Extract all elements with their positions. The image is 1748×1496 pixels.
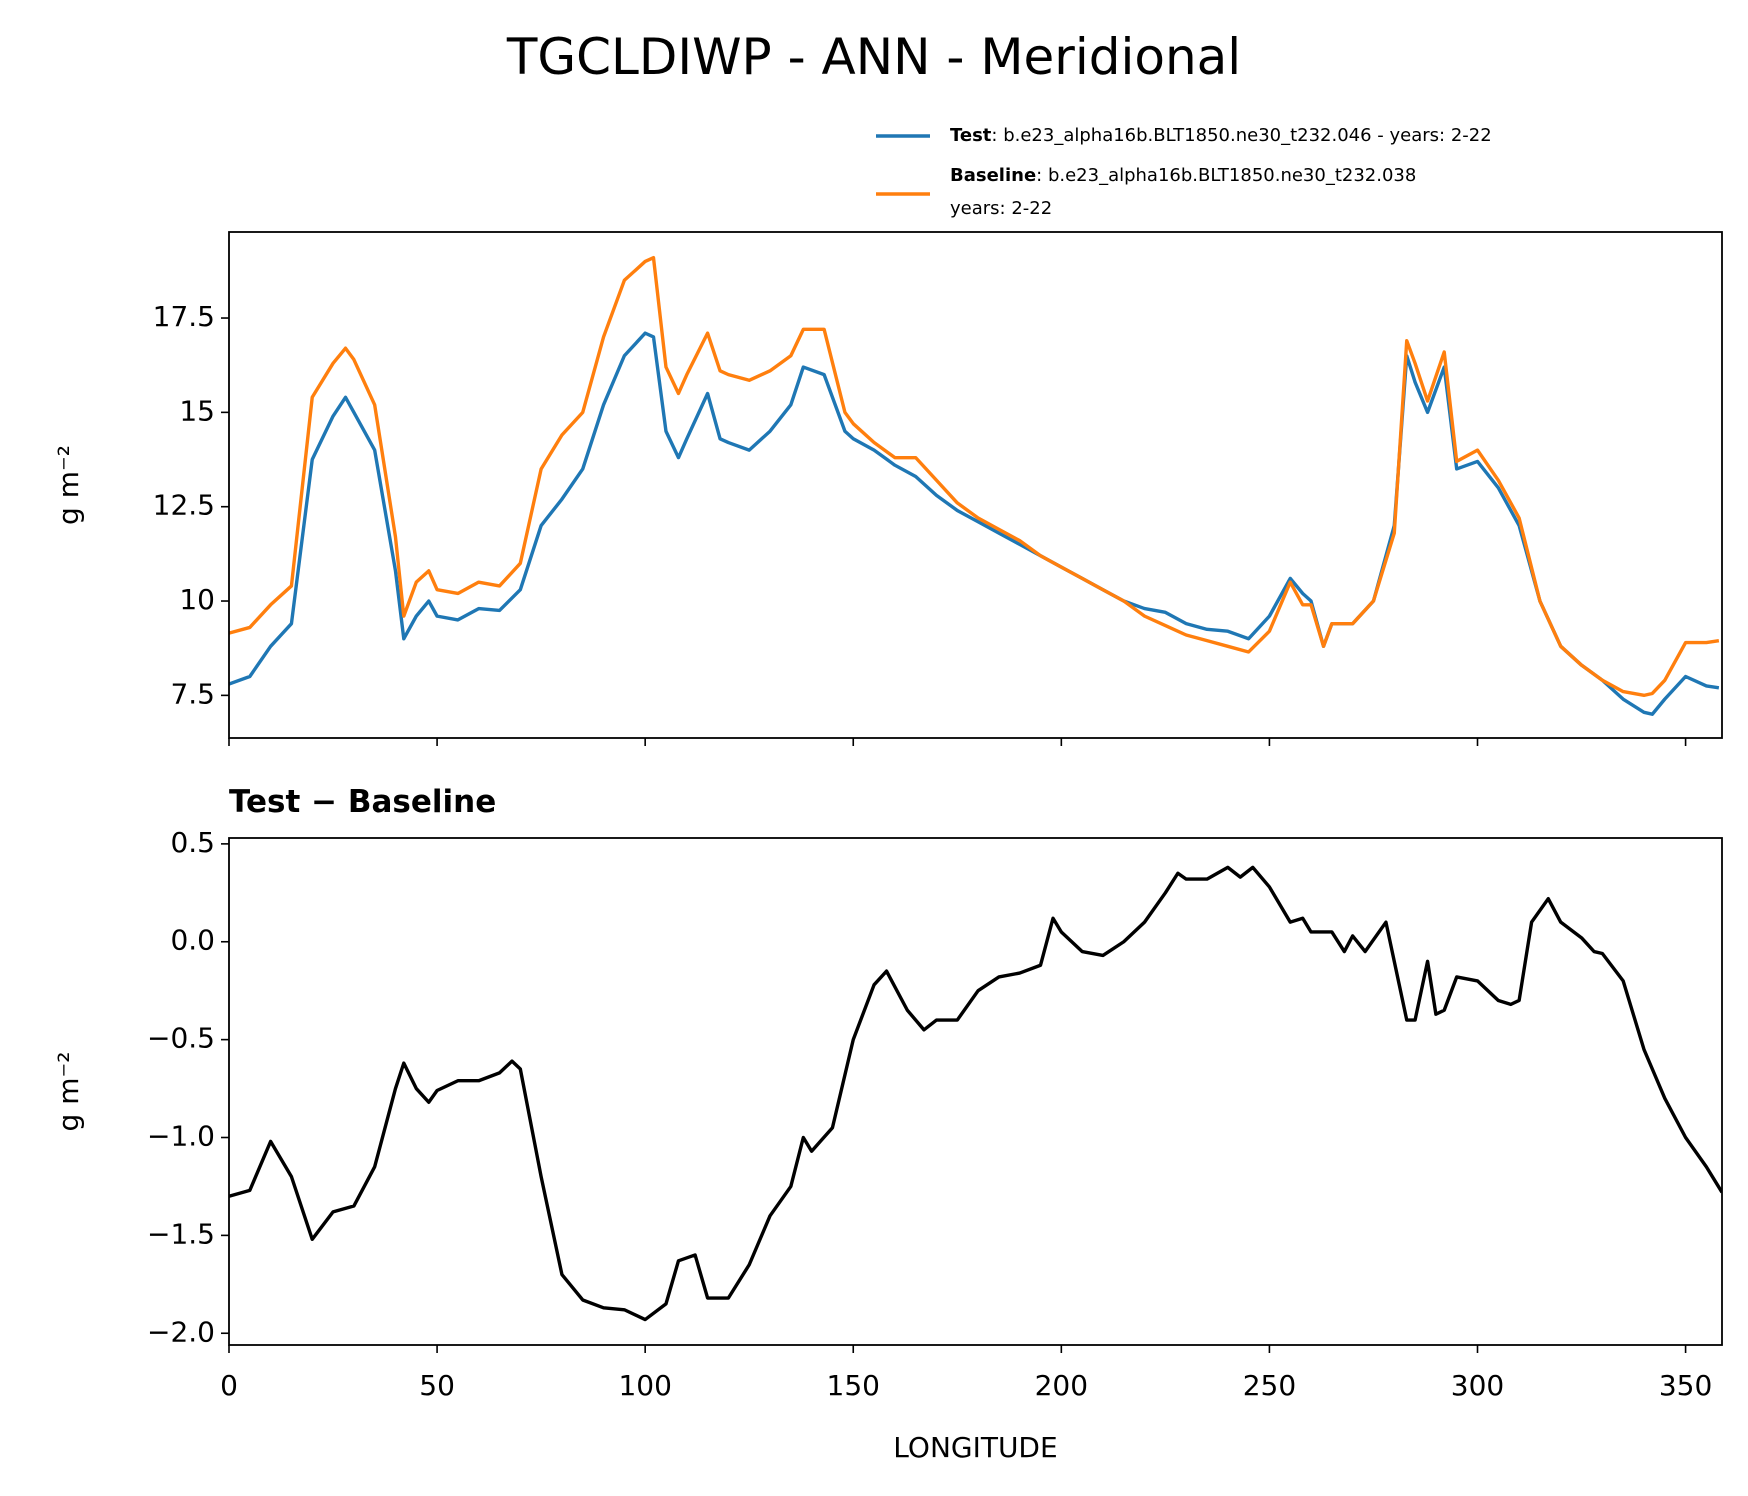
y-tick-label: −0.5 [147,1022,215,1055]
series-line [229,865,1722,1322]
x-tick-label: 200 [1035,1369,1088,1402]
x-axis-label: LONGITUDE [893,1431,1057,1464]
y-tick-label: −1.5 [147,1217,215,1250]
y-tick-label: 0.0 [170,924,215,957]
legend-label: years: 2-22 [950,198,1052,219]
y-tick-label: −1.0 [147,1120,215,1153]
y-tick-label: −2.0 [147,1315,215,1348]
x-tick-label: 250 [1243,1369,1296,1402]
axes-frame [228,837,1723,1346]
legend-entry: Baseline: b.e23_alpha16b.BLT1850.ne30_t2… [950,165,1416,219]
subplot-title: Test − Baseline [229,784,496,820]
y-tick-label: 7.5 [170,677,215,710]
x-tick-label: 0 [220,1369,238,1402]
y-tick-label: 15 [179,394,215,427]
x-tick-label: 150 [827,1369,880,1402]
y-tick-label: 12.5 [153,489,215,522]
x-tick-label: 100 [618,1369,671,1402]
series-line [229,255,1720,698]
legend-entry: Test: b.e23_alpha16b.BLT1850.ne30_t232.0… [950,125,1492,146]
axes-frame [228,231,1723,739]
legend-name: Test [950,125,992,146]
x-tick-label: 50 [419,1369,455,1402]
y-tick-label: 0.5 [170,826,215,859]
y-tick-label: 10 [179,583,215,616]
y-axis-label: g m⁻² [52,445,85,525]
series-line [229,331,1720,716]
x-tick-label: 350 [1659,1369,1712,1402]
x-tick-label: 300 [1451,1369,1504,1402]
y-tick-label: 17.5 [153,300,215,333]
legend-name: Baseline [950,165,1036,186]
legend-label: : b.e23_alpha16b.BLT1850.ne30_t232.038 [1036,165,1416,186]
legend-label: : b.e23_alpha16b.BLT1850.ne30_t232.046 -… [991,125,1491,146]
y-axis-label: g m⁻² [52,1052,85,1132]
chart-title: TGCLDIWP - ANN - Meridional [506,28,1241,86]
